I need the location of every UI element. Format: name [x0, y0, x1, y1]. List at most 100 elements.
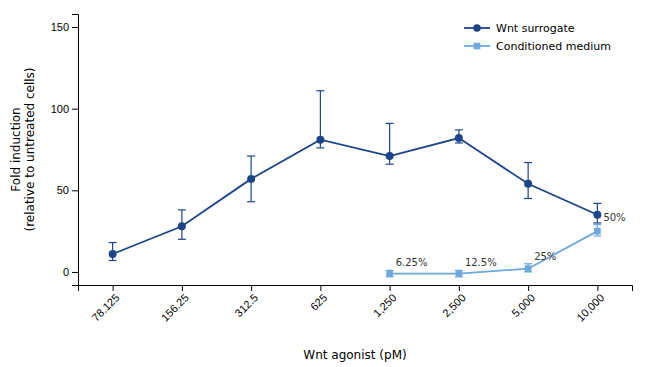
y-tick-label: 100: [51, 103, 69, 115]
annotation: 6.25%: [396, 257, 428, 268]
x-tick-label: 10,000: [574, 291, 606, 323]
error-bar-cap-upper: [524, 263, 532, 264]
error-bar: [593, 203, 601, 223]
error-bar-cap-upper: [593, 224, 601, 225]
chart: 0 50 100 150 78.125 156.25 312.5 625 1,250 2,500 5…: [0, 0, 650, 367]
error-bar: [247, 156, 255, 202]
y-axis-title-line: (relative to untreated cells): [23, 67, 37, 231]
error-bar-cap-lower: [109, 260, 117, 261]
y-tick: 100: [51, 103, 78, 115]
x-tick: 625: [308, 285, 329, 313]
series-marker: [316, 136, 324, 144]
x-tick-mark: [113, 285, 114, 291]
error-bar: [386, 123, 394, 164]
x-axis-title: Wnt agonist (pM): [303, 348, 406, 362]
error-bar: [316, 91, 324, 148]
error-bar-cap-upper: [247, 155, 255, 156]
error-bar-cap-lower: [524, 198, 532, 199]
y-tick: 50: [57, 184, 78, 196]
series-marker: [109, 250, 117, 258]
plot: 0 50 100 150 78.125 156.25 312.5 625 1,250 2,500 5…: [51, 15, 633, 324]
x-tick-mark: [182, 285, 183, 291]
y-axis-title-line: Fold induction: [9, 107, 23, 191]
x-axis-line: [79, 286, 633, 292]
error-bar: [109, 243, 117, 261]
error-bar: [455, 130, 463, 143]
series-line: [390, 231, 598, 273]
series: [386, 225, 602, 277]
series-marker: [386, 270, 393, 277]
error-bar-cap-lower: [593, 235, 601, 236]
error-bar-cap-upper: [178, 209, 186, 210]
y-tick-label: 150: [51, 21, 69, 33]
error-bar-cap-upper: [316, 90, 324, 91]
error-bar: [524, 163, 532, 199]
legend-label: Conditioned medium: [496, 40, 611, 53]
error-bar-cap-upper: [593, 203, 601, 204]
x-tick-label: 156.25: [159, 291, 191, 323]
y-tick-mark: [72, 190, 78, 191]
series-marker: [525, 265, 532, 272]
x-tick: 78.125: [89, 285, 121, 324]
x-tick-mark: [320, 285, 321, 291]
x-tick-mark: [251, 285, 252, 291]
error-bar-cap-upper: [524, 162, 532, 163]
series: [109, 91, 602, 261]
y-tick-label: 0: [63, 266, 69, 278]
x-tick-mark: [459, 285, 460, 291]
series-marker: [455, 134, 463, 142]
x-tick-label: 1,250: [371, 291, 399, 319]
x-axis: 78.125 156.25 312.5 625 1,250 2,500 5,000 10,00…: [79, 285, 633, 324]
y-tick-mark: [72, 272, 78, 273]
annotation: 25%: [534, 251, 556, 262]
legend-item: Wnt surrogate: [464, 22, 575, 35]
error-bar-cap-upper: [455, 129, 463, 130]
series-line: [113, 138, 598, 254]
y-tick: 150: [51, 21, 78, 33]
legend-item: Conditioned medium: [464, 40, 611, 53]
series-marker: [524, 180, 532, 188]
x-tick-label: 78.125: [89, 291, 121, 323]
series-marker: [178, 222, 186, 230]
error-bar-cap-lower: [178, 239, 186, 240]
x-tick: 10,000: [574, 285, 606, 324]
y-tick-mark: [72, 27, 78, 28]
y-tick-mark: [72, 109, 78, 110]
error-bar-cap-lower: [455, 142, 463, 143]
error-bar-cap-upper: [109, 242, 117, 243]
error-bar-cap-upper: [386, 123, 394, 124]
error-bar-cap-lower: [247, 201, 255, 202]
annotation: 12.5%: [465, 257, 497, 268]
error-bar-cap-lower: [386, 164, 394, 165]
series-marker: [386, 152, 394, 160]
error-bar: [386, 270, 394, 277]
error-bar-cap-lower: [593, 222, 601, 223]
error-bar: [593, 225, 601, 236]
x-tick-label: 625: [308, 291, 329, 312]
x-tick: 156.25: [159, 285, 191, 324]
y-axis: 0 50 100 150: [51, 15, 79, 286]
error-bar: [455, 270, 463, 277]
series-marker: [593, 211, 601, 219]
annotation: 50%: [603, 212, 625, 223]
y-axis-line: [72, 15, 79, 286]
x-tick-mark: [390, 285, 391, 291]
x-tick-mark: [528, 285, 529, 291]
series-marker: [594, 228, 601, 235]
x-tick-label: 5,000: [509, 291, 537, 319]
x-tick-label: 312.5: [232, 291, 260, 319]
legend-label: Wnt surrogate: [496, 22, 575, 35]
y-tick-label: 50: [57, 184, 69, 196]
x-tick-mark: [597, 285, 598, 291]
x-tick: 2,500: [440, 285, 468, 319]
error-bar-cap-lower: [316, 147, 324, 148]
x-tick: 312.5: [232, 285, 260, 319]
marks: [109, 91, 602, 277]
x-tick: 1,250: [371, 285, 399, 319]
x-tick-label: 2,500: [440, 291, 468, 319]
legend: Wnt surrogate Conditioned medium: [464, 22, 611, 53]
annotations: 6.25% 12.5% 25% 50%: [396, 212, 626, 269]
y-tick: 0: [63, 266, 78, 278]
legend-swatch-marker: [474, 43, 481, 50]
y-axis-title: Fold induction(relative to untreated cel…: [9, 67, 37, 231]
